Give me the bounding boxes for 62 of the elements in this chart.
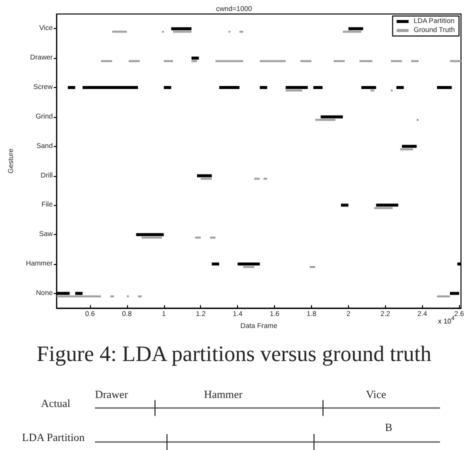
bar: [138, 295, 142, 298]
text: LDA Partition: [22, 432, 85, 444]
text: Vice: [366, 389, 386, 401]
bar: [142, 236, 162, 239]
bar: [82, 86, 138, 90]
bar: [56, 295, 102, 298]
bar: [286, 86, 308, 90]
bar: [359, 60, 372, 62]
bar: [260, 60, 286, 62]
bar: [341, 204, 348, 207]
bar: [402, 144, 417, 148]
bar: [450, 60, 461, 62]
bar: [112, 30, 127, 33]
bar: [200, 178, 212, 180]
bar: [300, 60, 312, 62]
bar: [191, 56, 199, 60]
bar: [376, 204, 398, 207]
bar: [212, 262, 220, 266]
bar: [68, 86, 76, 90]
bar: [437, 86, 452, 90]
bar: [195, 236, 201, 239]
bar: [396, 86, 404, 90]
bar: [136, 233, 164, 236]
bar: [101, 60, 112, 62]
bar: [286, 90, 302, 92]
text: Actual: [41, 398, 70, 410]
bar: [215, 60, 244, 62]
bar: [260, 86, 268, 90]
bar: [315, 118, 336, 121]
bar: [210, 236, 216, 239]
bar: [400, 148, 414, 150]
bar: [164, 60, 174, 62]
text: B: [385, 422, 392, 434]
bar: [263, 178, 268, 180]
bar: [238, 262, 260, 266]
bar: [411, 60, 419, 62]
bar: [313, 86, 323, 90]
bar: [239, 30, 244, 33]
bar: [390, 60, 402, 62]
caption: Figure 4: LDA partitions versus ground truth: [36, 341, 432, 367]
bar: [348, 27, 364, 30]
bar: [437, 295, 450, 298]
bar: [334, 60, 345, 62]
text: Drawer: [95, 389, 128, 401]
bar: [370, 90, 374, 92]
bar: [254, 178, 260, 180]
bar: [342, 30, 362, 33]
bar: [171, 27, 192, 30]
bar: [164, 86, 172, 90]
bar: [361, 86, 376, 90]
bar: [191, 60, 198, 62]
bar: [75, 292, 83, 295]
bar: [243, 266, 254, 268]
text: Hammer: [204, 389, 242, 401]
bar: [310, 266, 316, 268]
bar: [374, 207, 393, 210]
bar: [173, 30, 192, 33]
bar: [110, 295, 114, 298]
bar: [320, 115, 343, 118]
bar: [128, 60, 140, 62]
bar: [197, 174, 212, 178]
bar: [219, 86, 240, 90]
